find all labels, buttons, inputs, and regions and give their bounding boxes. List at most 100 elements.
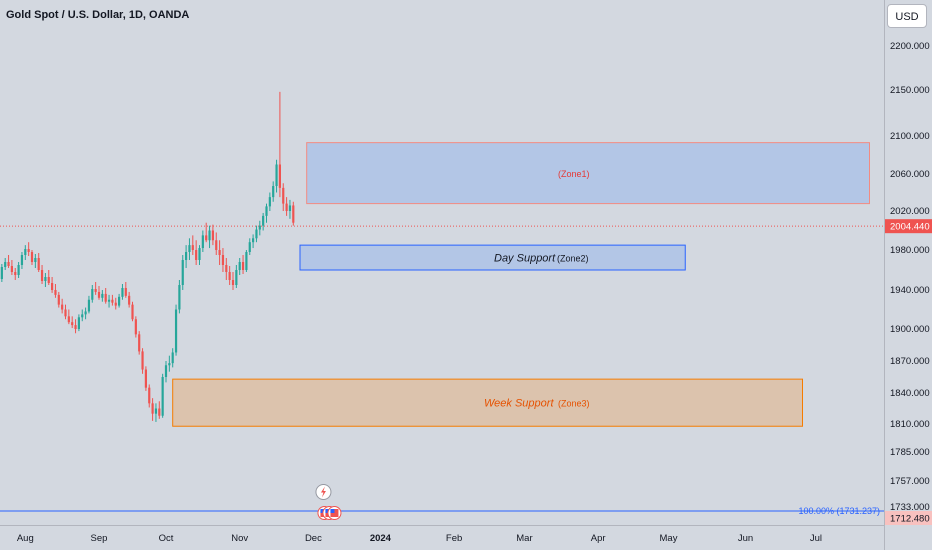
y-tick-label: 1733.000 [890, 502, 930, 513]
current-price-tag [885, 219, 932, 234]
zone-box-zone3 [172, 378, 803, 427]
candle-body [268, 197, 271, 207]
candle-body [215, 240, 218, 250]
candle-body [107, 299, 111, 302]
candle-body [188, 245, 191, 252]
x-tick-label: Feb [446, 533, 462, 544]
candle-body [235, 270, 238, 285]
candle-body [191, 245, 194, 250]
us-flag-icon [317, 506, 342, 520]
y-tick-label: 2200.000 [890, 41, 930, 52]
flag-canton [325, 509, 330, 513]
candle-body [51, 283, 54, 290]
candle-body [255, 229, 258, 239]
zone-label-zone2: (Zone2) [557, 254, 589, 264]
candle-body [195, 250, 198, 260]
candle-body [218, 250, 221, 255]
candle-body [34, 258, 37, 262]
candle-body [74, 325, 77, 329]
lightning-glyph [320, 486, 326, 498]
candle-body [141, 351, 144, 370]
candles-group [0, 91, 295, 422]
candle-body [285, 203, 288, 211]
candle-body [10, 266, 13, 272]
candle-body [14, 272, 17, 275]
candle-body [144, 369, 147, 388]
x-tick-label: Jun [738, 533, 753, 544]
candle-body [128, 295, 131, 305]
candle-body [221, 255, 225, 265]
candle-body [171, 352, 174, 364]
candle-body [245, 252, 248, 270]
candle-body [288, 205, 292, 211]
candle-body [181, 260, 184, 285]
flag-canton [330, 509, 335, 513]
candle-body [272, 186, 275, 198]
candle-body [134, 319, 137, 335]
candle-body [40, 270, 44, 281]
currency-button[interactable]: USD [887, 4, 927, 28]
x-tick-label: Aug [17, 533, 34, 544]
candle-body [67, 316, 70, 323]
lightning-icon [315, 484, 332, 500]
candle-body [97, 291, 101, 298]
candle-body [57, 294, 60, 305]
y-tick-label: 1810.000 [890, 419, 930, 430]
candle-body [131, 304, 134, 320]
zone-title-zone3: Week Support [484, 398, 554, 410]
candle-body [205, 235, 208, 241]
y-tick-label: 2150.000 [890, 85, 930, 96]
fib-price-label: 1712.480 [890, 514, 930, 525]
y-tick-label: 1840.000 [890, 388, 930, 399]
candle-body [258, 225, 261, 230]
y-tick-label: 1757.000 [890, 476, 930, 487]
fib-price-tag [885, 511, 932, 525]
time-axis-panel [0, 525, 884, 550]
y-tick-label: 2060.000 [890, 169, 930, 180]
candle-body [37, 258, 40, 270]
candle-body [225, 265, 228, 272]
x-tick-label: Oct [159, 533, 174, 544]
candle-body [118, 296, 121, 306]
candle-body [71, 322, 74, 326]
candle-body [4, 262, 7, 267]
candle-body [114, 302, 117, 306]
zone-label-zone3: (Zone3) [558, 399, 590, 409]
candle-body [0, 267, 3, 279]
candle-body [201, 235, 204, 249]
candle-body [24, 249, 27, 255]
y-tick-label: 1785.000 [890, 447, 930, 458]
price-axis-panel [884, 0, 932, 550]
flag-canton [320, 509, 325, 513]
candle-body [161, 377, 164, 416]
zone-label-zone1: (Zone1) [558, 169, 590, 179]
candle-body [151, 403, 154, 414]
candle-body [248, 242, 251, 252]
candle-body [17, 265, 20, 275]
candle-body [54, 290, 57, 295]
candle-body [265, 206, 268, 216]
candle-body [87, 299, 91, 312]
candle-body [81, 314, 84, 318]
candle-body [174, 309, 178, 353]
y-tick-label: 1980.000 [890, 245, 930, 256]
candle-body [61, 304, 64, 310]
candle-body [138, 334, 141, 352]
candle-body [158, 408, 161, 416]
y-tick-label: 2100.000 [890, 131, 930, 142]
candle-body [278, 164, 281, 188]
x-tick-label: Apr [591, 533, 606, 544]
x-tick-label: Mar [516, 533, 532, 544]
candle-body [208, 230, 211, 241]
candle-body [231, 280, 235, 285]
candle-body [154, 408, 158, 414]
candle-body [7, 262, 10, 266]
x-tick-label: Nov [231, 533, 248, 544]
x-tick-label: Sep [91, 533, 108, 544]
candle-body [121, 288, 124, 297]
candle-body [20, 255, 24, 265]
x-tick-label: May [660, 533, 678, 544]
candle-body [238, 262, 241, 270]
